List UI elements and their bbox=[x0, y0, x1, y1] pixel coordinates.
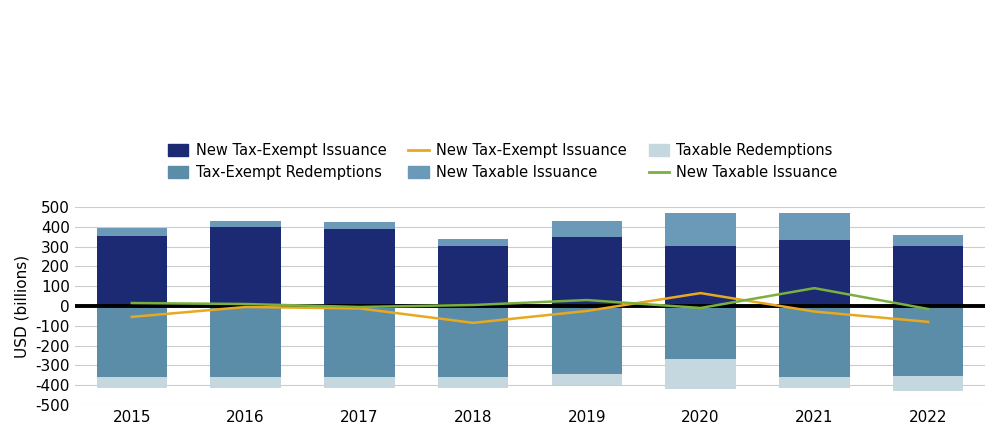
Bar bbox=[324, 222, 395, 229]
Bar bbox=[324, 306, 395, 378]
Bar bbox=[210, 378, 281, 388]
Legend: New Tax-Exempt Issuance, Tax-Exempt Redemptions, New Tax-Exempt Issuance, New Ta: New Tax-Exempt Issuance, Tax-Exempt Rede… bbox=[163, 139, 842, 185]
Y-axis label: USD (billions): USD (billions) bbox=[15, 254, 30, 358]
Bar bbox=[97, 378, 167, 388]
Bar bbox=[552, 374, 622, 385]
Bar bbox=[210, 306, 281, 378]
Bar bbox=[665, 359, 736, 389]
Bar bbox=[893, 246, 963, 306]
Bar bbox=[97, 235, 167, 306]
Bar bbox=[552, 306, 622, 374]
Bar bbox=[779, 378, 850, 388]
Bar bbox=[438, 246, 508, 306]
Bar bbox=[893, 235, 963, 246]
Bar bbox=[665, 213, 736, 246]
Bar bbox=[552, 237, 622, 306]
Bar bbox=[665, 246, 736, 306]
Bar bbox=[665, 306, 736, 359]
Bar bbox=[779, 306, 850, 378]
Bar bbox=[97, 227, 167, 235]
Bar bbox=[438, 378, 508, 388]
Bar bbox=[893, 306, 963, 376]
Bar bbox=[324, 229, 395, 306]
Bar bbox=[779, 213, 850, 239]
Bar bbox=[893, 376, 963, 391]
Bar bbox=[97, 306, 167, 378]
Bar bbox=[552, 221, 622, 237]
Bar bbox=[324, 378, 395, 388]
Bar bbox=[779, 239, 850, 306]
Bar bbox=[438, 306, 508, 378]
Bar bbox=[210, 221, 281, 227]
Bar bbox=[210, 227, 281, 306]
Bar bbox=[438, 238, 508, 246]
